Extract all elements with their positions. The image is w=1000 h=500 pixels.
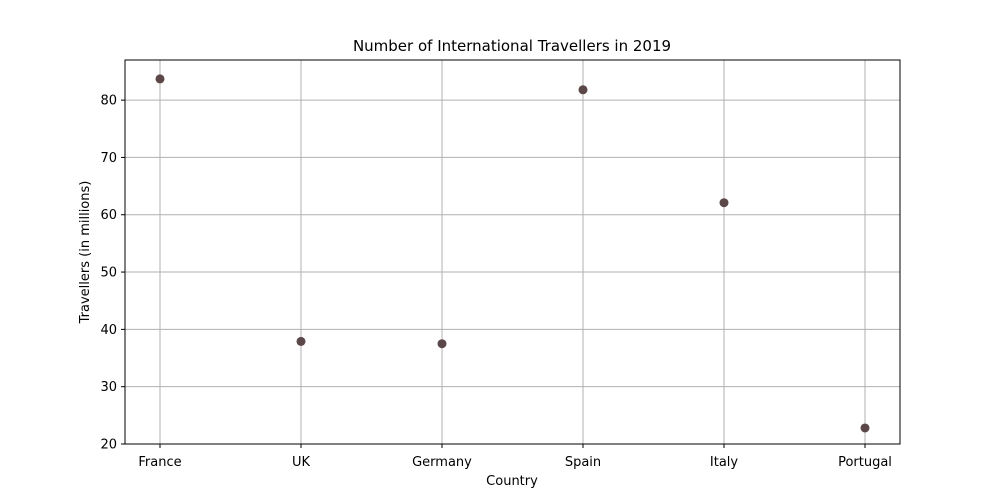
y-axis: 20 30 40 50 60 70 80: [100, 94, 125, 453]
chart-title: Number of International Travellers in 20…: [353, 37, 671, 55]
data-point: [155, 74, 165, 84]
plot-area: [124, 59, 901, 445]
y-tick-label: 20: [100, 438, 117, 453]
data-point: [296, 336, 306, 346]
x-tick-label: UK: [292, 455, 311, 470]
x-axis-title: Country: [486, 474, 538, 489]
data-points: [155, 74, 870, 433]
y-tick-label: 50: [100, 266, 117, 281]
data-point: [860, 423, 870, 433]
x-tick-label: Portugal: [838, 455, 892, 470]
data-point: [437, 339, 447, 349]
x-tick-label: Spain: [565, 455, 601, 470]
y-tick-label: 70: [100, 151, 117, 166]
x-tick-label: France: [138, 455, 181, 470]
x-axis: France UK Germany Spain Italy Portugal: [138, 444, 892, 470]
y-tick-label: 80: [100, 94, 117, 109]
x-tick-label: Germany: [412, 455, 472, 470]
y-axis-title: Travellers (in millions): [78, 181, 93, 325]
y-tick-label: 40: [100, 323, 117, 338]
data-point: [578, 85, 588, 95]
y-tick-label: 30: [100, 380, 117, 395]
data-point: [719, 198, 729, 208]
x-tick-label: Italy: [710, 455, 739, 470]
grid-lines: [125, 60, 900, 444]
y-tick-label: 60: [100, 208, 117, 223]
